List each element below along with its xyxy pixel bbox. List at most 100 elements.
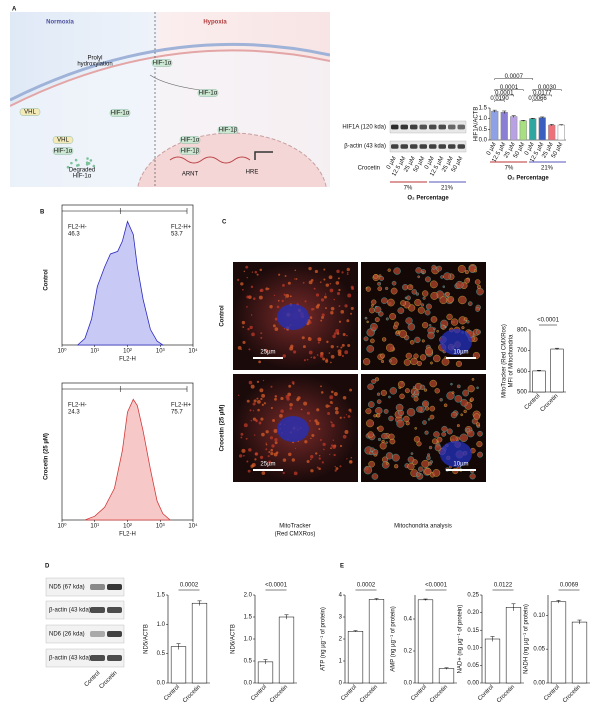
mito xyxy=(341,343,345,347)
mito xyxy=(330,361,332,364)
mito xyxy=(295,278,298,280)
degraded-dot xyxy=(66,165,70,169)
mito-outline xyxy=(385,462,389,465)
mito xyxy=(330,306,335,311)
group-label: 21% xyxy=(441,186,454,192)
degraded-dot xyxy=(87,162,91,165)
mito xyxy=(259,388,264,393)
mito xyxy=(304,300,307,303)
mito-outline xyxy=(373,273,379,279)
mito-outline xyxy=(366,419,374,428)
mito xyxy=(346,458,348,460)
diagram-label: Hypoxia xyxy=(203,20,227,26)
mito-outline xyxy=(407,462,415,471)
mito xyxy=(264,349,269,353)
mito xyxy=(338,320,342,323)
mito-outline xyxy=(365,286,371,292)
mito-outline xyxy=(422,290,429,297)
mito xyxy=(263,402,267,405)
caption: Mitochondria analysis xyxy=(394,524,452,530)
mito xyxy=(261,471,266,475)
mito-outline xyxy=(393,267,401,275)
mito-outline xyxy=(462,389,470,397)
bar xyxy=(170,646,187,684)
group-label: 7% xyxy=(404,186,413,192)
blot-hif-band xyxy=(429,124,437,130)
mito-outline xyxy=(447,296,455,303)
mito-outline xyxy=(445,291,450,297)
scale-label: 10µm xyxy=(453,462,468,468)
mito-outline xyxy=(393,321,399,327)
mito-outline xyxy=(421,459,430,468)
mito-outline xyxy=(377,425,384,432)
mito-outline xyxy=(475,422,481,427)
mito-outline xyxy=(418,466,424,472)
mito xyxy=(283,327,286,330)
blot-actin-band xyxy=(391,144,399,149)
mito-outline xyxy=(428,445,433,450)
mito xyxy=(323,268,326,271)
mito-outline xyxy=(434,444,442,452)
bar xyxy=(500,112,508,141)
mito-outline xyxy=(376,413,381,418)
mito-outline xyxy=(370,338,375,344)
mito-outline xyxy=(476,287,484,296)
mito xyxy=(293,471,298,476)
mito-outline xyxy=(410,357,418,366)
mito xyxy=(257,399,261,404)
histogram xyxy=(76,220,165,346)
sig-label: 0.0007 xyxy=(505,74,524,80)
mito xyxy=(319,439,322,441)
mito xyxy=(319,354,324,358)
mito-outline xyxy=(385,441,388,444)
mito xyxy=(251,332,255,337)
mito-outline xyxy=(464,278,470,284)
sig-bracket xyxy=(494,100,505,102)
mito-outline xyxy=(469,473,476,480)
sig-label: <0.0001 xyxy=(537,318,560,324)
mito xyxy=(250,285,254,289)
mito xyxy=(318,427,321,430)
x-tick-label: Crocetin xyxy=(539,393,559,413)
mito-outline xyxy=(436,436,443,443)
mito xyxy=(335,410,339,415)
y-tick-label: 1 xyxy=(339,659,343,665)
mito-outline xyxy=(414,427,417,430)
mito xyxy=(322,357,325,361)
bar xyxy=(505,607,522,684)
mito xyxy=(330,345,334,349)
mito-outline xyxy=(429,460,433,464)
mito xyxy=(289,346,294,351)
sig-label: 0.0002 xyxy=(357,583,376,589)
y-axis-label: MitoTracker (Red CMXRos) xyxy=(502,324,508,398)
mito-outline xyxy=(473,413,481,420)
mito-outline xyxy=(450,382,453,386)
gate-value: 53.7 xyxy=(171,232,183,238)
mito-outline xyxy=(414,389,420,396)
mito-outline xyxy=(398,329,407,338)
mito xyxy=(330,311,334,315)
mito xyxy=(267,455,270,458)
mito xyxy=(337,352,342,357)
mito xyxy=(273,452,278,457)
mito xyxy=(310,356,312,358)
mito xyxy=(272,324,276,328)
bar xyxy=(278,616,295,684)
mito xyxy=(329,395,334,400)
mito xyxy=(325,307,327,310)
mito-outline xyxy=(451,391,455,394)
y-axis-label: ATP (ng µg⁻¹ of protein) xyxy=(321,607,327,671)
mito xyxy=(315,293,320,297)
mito-outline xyxy=(379,276,384,281)
mito xyxy=(273,294,276,297)
blot-hif-band xyxy=(410,124,418,130)
mito xyxy=(245,437,248,440)
bar xyxy=(519,120,527,141)
mito-outline xyxy=(411,289,417,295)
mito xyxy=(346,334,348,337)
mito xyxy=(297,396,301,400)
sig-bracket xyxy=(494,78,533,80)
y-axis-label: NADH (ng µg⁻¹ of protein) xyxy=(524,604,530,674)
blot-hif-band xyxy=(400,124,408,130)
mito-outline xyxy=(371,299,377,305)
